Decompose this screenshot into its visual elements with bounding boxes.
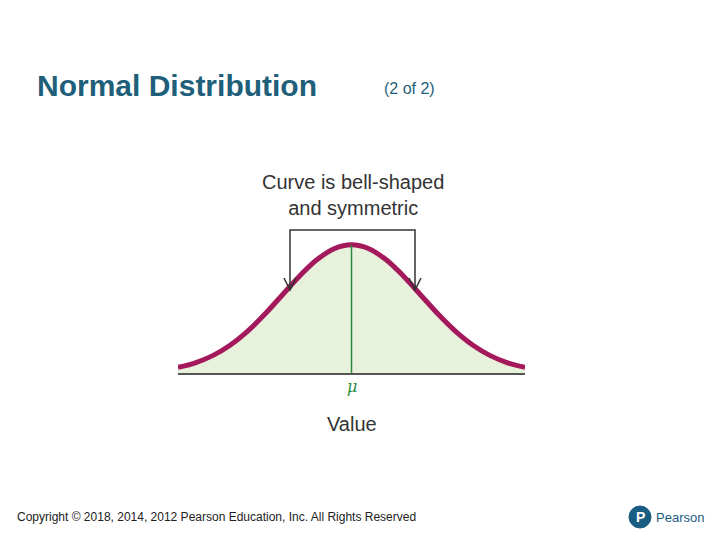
- svg-text:Normal Distribution: Normal Distribution: [37, 69, 317, 102]
- svg-text:Curve is bell-shapedand symmet: Curve is bell-shapedand symmetric: [262, 171, 444, 219]
- svg-text:Pearson: Pearson: [656, 510, 704, 525]
- svg-text:(2 of 2): (2 of 2): [384, 80, 435, 97]
- svg-text:P: P: [636, 509, 645, 525]
- svg-text:μ: μ: [347, 377, 357, 396]
- svg-text:Copyright © 2018, 2014, 2012 P: Copyright © 2018, 2014, 2012 Pearson Edu…: [17, 510, 416, 524]
- svg-text:Value: Value: [327, 413, 377, 435]
